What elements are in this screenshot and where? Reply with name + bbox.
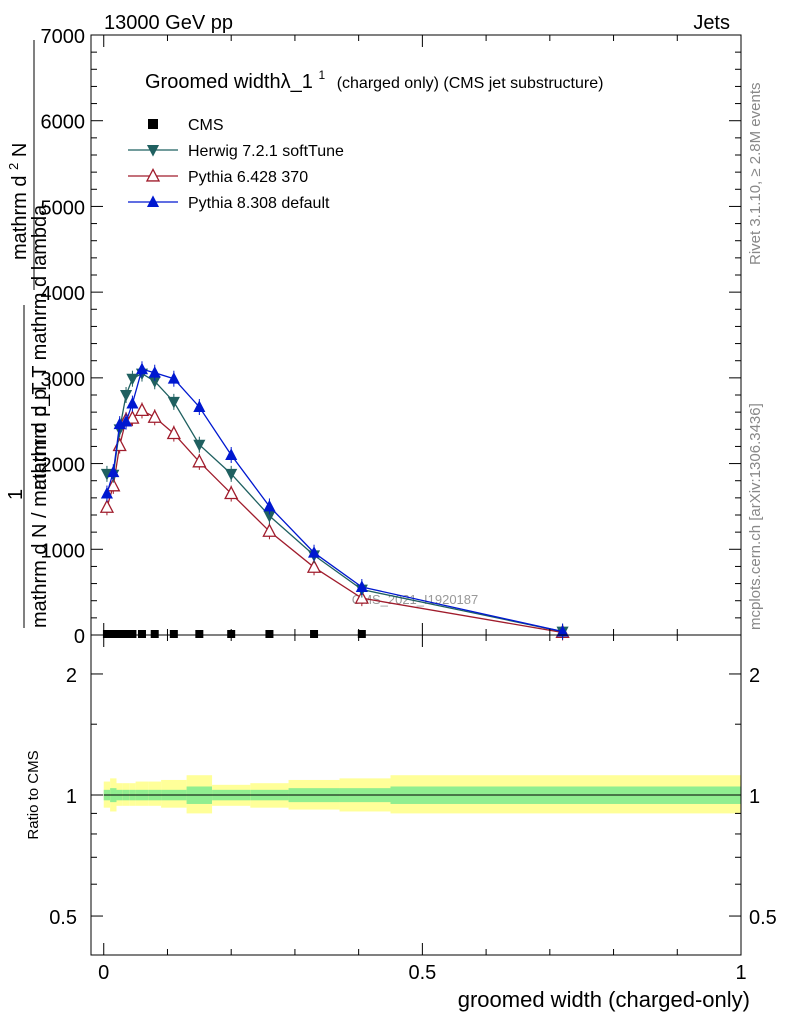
top-ytick-label: 2000 xyxy=(41,455,86,477)
top-ytick-label: 3000 xyxy=(41,369,86,391)
data-point-cms xyxy=(115,630,124,638)
ratio-ylabel: Ratio to CMS xyxy=(25,750,42,839)
ylabel-numerator-sup: 2 xyxy=(6,163,21,170)
collision-label: 13000 GeV pp xyxy=(104,12,233,34)
data-point-pythia-8-308-default xyxy=(148,366,161,378)
data-point-cms xyxy=(122,630,131,638)
data-point-pythia-8-308-default xyxy=(355,580,368,592)
top-panel-ticks: 0 1000 2000 3000 4000 5000 6000 7000 xyxy=(41,26,742,648)
data-point-pythia-8-308-default xyxy=(107,465,120,478)
top-ytick-label: 7000 xyxy=(41,26,86,48)
data-point-pythia-6-428-370 xyxy=(99,499,115,513)
legend-marker-cms xyxy=(148,119,158,129)
ratio-ytick-label-right: 2 xyxy=(749,665,760,687)
data-point-cms xyxy=(169,630,178,638)
chart-title-superscript: 1 xyxy=(318,68,325,82)
data-point-pythia-8-308-default xyxy=(556,624,569,637)
legend-label-pythia-6-428-370: Pythia 6.428 370 xyxy=(188,169,308,186)
ylabel-numerator-d: mathrm d xyxy=(9,176,31,260)
ratio-ytick-label: 0.5 xyxy=(49,907,77,929)
top-ytick-label: 5000 xyxy=(41,197,86,219)
data-point-pythia-8-308-default xyxy=(100,486,113,499)
legend: CMS Herwig 7.2.1 softTune Pythia 6.428 370… xyxy=(128,117,344,212)
data-point-pythia-8-308-default xyxy=(225,448,238,460)
ratio-xtick-label: 1 xyxy=(735,962,746,984)
top-ytick-label: 6000 xyxy=(41,112,86,134)
data-point-herwig-7-2-1-softtune xyxy=(193,439,206,452)
data-point-pythia-8-308-default xyxy=(307,546,321,558)
data-point-pythia-6-428-370 xyxy=(134,402,150,417)
data-point-cms xyxy=(265,630,274,638)
data-point-cms xyxy=(150,630,159,638)
ylabel-fraction-denominator: mathrm d N / mathrm d p_T xyxy=(29,382,51,628)
data-point-pythia-8-308-default xyxy=(126,396,139,409)
data-point-pythia-6-428-370 xyxy=(192,453,207,468)
data-point-pythia-6-428-370 xyxy=(147,409,162,423)
data-point-cms xyxy=(137,630,146,638)
data-point-herwig-7-2-1-softtune xyxy=(119,390,133,402)
top-ylabel: mathrm d 2 N mathrm d p_T mathrm d lambd… xyxy=(1,40,51,628)
legend-marker-pythia-6-428-370 xyxy=(145,167,161,182)
analysis-watermark: CMS_2021_I1920187 xyxy=(352,592,479,607)
data-point-cms xyxy=(310,630,319,638)
data-point-herwig-7-2-1-softtune xyxy=(148,376,161,388)
legend-label-cms: CMS xyxy=(188,117,224,134)
data-point-pythia-8-308-default xyxy=(167,372,180,384)
top-ytick-label: 4000 xyxy=(41,283,86,305)
data-point-herwig-7-2-1-softtune xyxy=(126,373,139,386)
data-point-pythia-6-428-370 xyxy=(224,485,239,500)
rivet-label: Rivet 3.1.10, ≥ 2.8M events xyxy=(747,83,764,266)
ylabel-one: 1 xyxy=(5,489,27,500)
data-point-cms xyxy=(128,630,137,638)
chart-title-rest: (charged only) (CMS jet substructure) xyxy=(337,75,604,92)
legend-label-herwig-7-2-1-softtune: Herwig 7.2.1 softTune xyxy=(188,143,344,160)
data-point-herwig-7-2-1-softtune xyxy=(263,510,276,523)
ratio-ytick-label: 1 xyxy=(66,786,77,808)
top-panel-series xyxy=(99,361,570,641)
xlabel: groomed width (charged-only) xyxy=(458,987,750,1012)
ratio-panel-ticks: 0.5 0.5 1 1 2 2 0 0.5 1 xyxy=(49,635,777,984)
data-point-pythia-6-428-370 xyxy=(106,477,121,492)
ratio-ytick-label-right: 0.5 xyxy=(749,907,777,929)
ratio-ytick-label-right: 1 xyxy=(749,786,760,808)
ratio-ytick-label: 2 xyxy=(66,665,77,687)
data-point-cms xyxy=(102,630,111,638)
legend-marker-herwig-7-2-1-softtune xyxy=(146,145,160,157)
ylabel-numerator: mathrm d 2 N xyxy=(1,143,31,260)
ratio-panel-bands xyxy=(103,775,741,814)
data-point-pythia-8-308-default xyxy=(263,499,276,512)
ratio-xtick-label: 0 xyxy=(98,962,109,984)
data-point-pythia-8-308-default xyxy=(135,362,149,375)
chart-title-main: Groomed widthλ_1 xyxy=(145,71,313,93)
data-point-cms xyxy=(195,630,204,638)
chart-title: Groomed widthλ_1 1 (charged only) (CMS j… xyxy=(145,62,603,93)
ylabel-numerator-n: N xyxy=(9,143,31,157)
data-point-pythia-8-308-default xyxy=(119,414,133,427)
data-point-herwig-7-2-1-softtune xyxy=(167,396,180,409)
legend-marker-pythia-8-308-default xyxy=(146,195,160,207)
data-point-pythia-6-428-370 xyxy=(306,559,322,573)
top-ytick-label: 0 xyxy=(74,626,85,648)
data-point-pythia-6-428-370 xyxy=(125,410,140,424)
data-point-pythia-6-428-370 xyxy=(262,523,277,537)
process-label: Jets xyxy=(693,12,730,34)
data-point-pythia-6-428-370 xyxy=(166,425,181,440)
ratio-xtick-label: 0.5 xyxy=(408,962,436,984)
top-ytick-label: 1000 xyxy=(41,540,86,562)
data-point-herwig-7-2-1-softtune xyxy=(225,468,238,481)
data-point-pythia-8-308-default xyxy=(193,400,206,412)
data-point-cms xyxy=(109,630,118,638)
legend-label-pythia-8-308-default: Pythia 8.308 default xyxy=(188,195,330,212)
mcplots-label: mcplots.cern.ch [arXiv:1306.3436] xyxy=(747,403,764,630)
data-point-cms xyxy=(357,630,366,638)
